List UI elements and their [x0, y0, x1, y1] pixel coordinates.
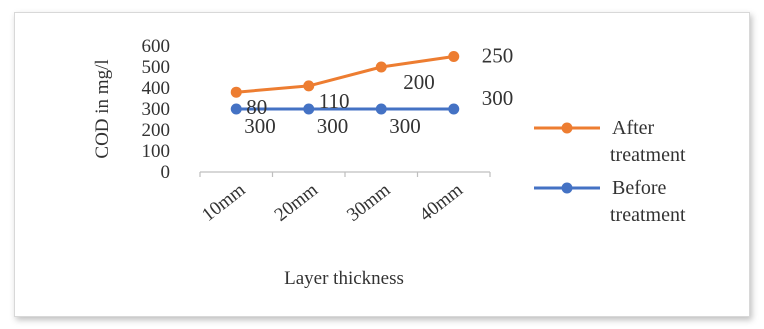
legend-label: After — [612, 117, 655, 139]
y-tick-label: 300 — [142, 99, 171, 120]
y-axis-title: COD in mg/l — [92, 59, 113, 158]
x-tick-label: 20mm — [271, 179, 322, 226]
legend-label: treatment — [610, 144, 686, 166]
y-tick-label: 500 — [142, 57, 171, 78]
data-point — [230, 103, 242, 115]
legend-item: After treatment — [534, 117, 686, 166]
data-label: 300 — [389, 114, 421, 138]
data-label: 110 — [319, 89, 350, 113]
data-point — [230, 86, 242, 98]
legend-marker — [561, 182, 573, 194]
data-label: 200 — [403, 70, 435, 94]
legend-label: treatment — [610, 204, 686, 226]
x-axis-title: Layer thickness — [284, 268, 404, 289]
data-label: 80 — [246, 95, 267, 119]
data-label: 300 — [244, 114, 276, 138]
y-tick-label: 200 — [142, 120, 171, 141]
data-point — [375, 103, 387, 115]
x-tick-label: 40mm — [416, 179, 467, 226]
y-tick-label: 0 — [161, 162, 171, 183]
series-line — [236, 55, 454, 94]
legend: After treatment Before treatment — [534, 117, 686, 226]
legend-item: Before treatment — [534, 177, 686, 226]
legend-label: Before — [612, 177, 667, 199]
y-tick-label: 600 — [142, 36, 171, 57]
data-point — [303, 80, 315, 92]
data-point — [448, 103, 460, 115]
x-tick-label: 30mm — [343, 179, 394, 226]
x-tick-label: 10mm — [198, 179, 249, 226]
y-tick-label: 100 — [142, 141, 171, 162]
legend-marker — [561, 122, 573, 134]
data-point — [303, 103, 315, 115]
data-point — [448, 51, 460, 62]
series-lines — [230, 51, 460, 115]
data-labels: 80 110 200 250 300 300 300 300 — [244, 44, 513, 139]
data-point — [375, 61, 387, 73]
y-tick-label: 400 — [142, 78, 171, 99]
data-label: 250 — [482, 44, 514, 68]
x-axis-ticks: 10mm 20mm 30mm 40mm — [198, 172, 491, 226]
data-label: 300 — [482, 86, 514, 110]
data-label: 300 — [317, 114, 349, 138]
